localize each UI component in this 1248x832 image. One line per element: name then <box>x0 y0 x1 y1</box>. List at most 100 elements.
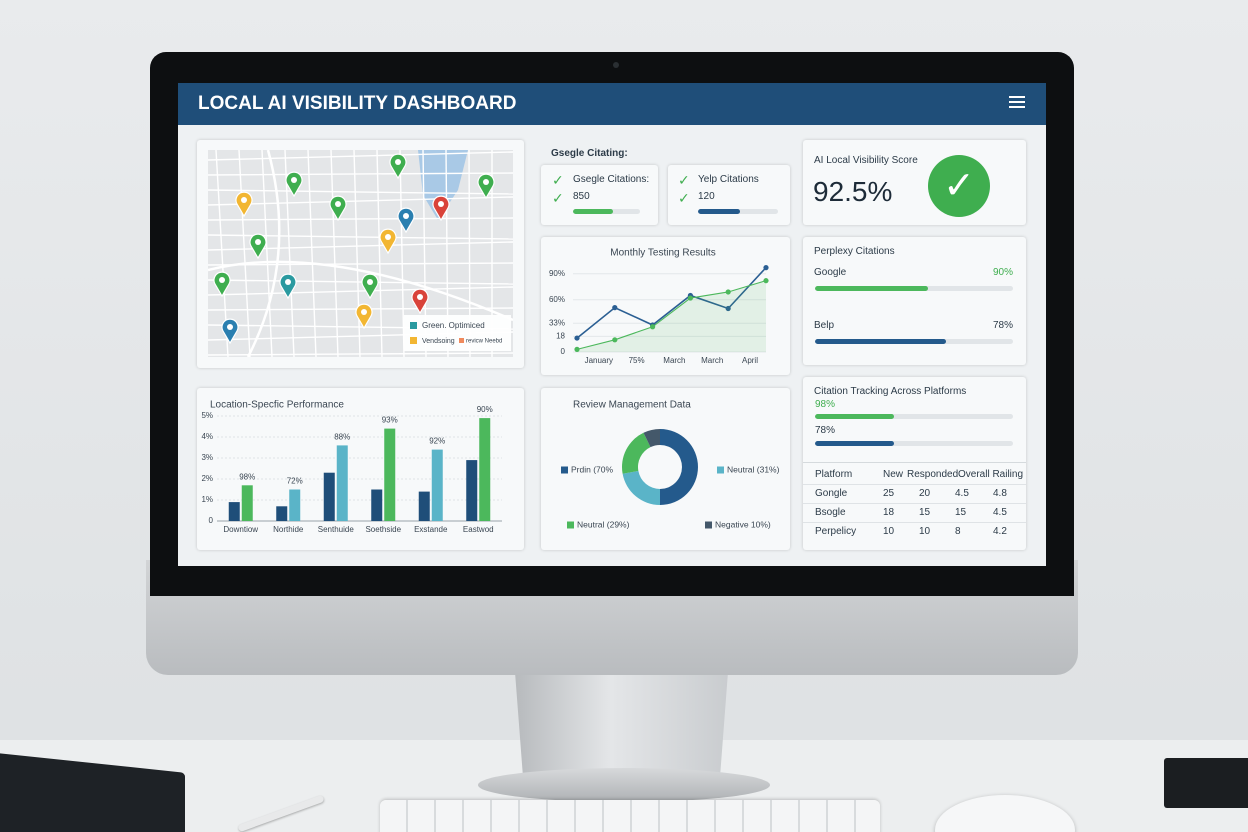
road <box>399 150 405 357</box>
point <box>574 335 580 341</box>
bar <box>466 460 478 521</box>
point <box>763 278 769 284</box>
citation-card <box>668 165 790 225</box>
table-cell: 25 <box>883 488 895 499</box>
bar <box>384 428 396 521</box>
platform-label: Google <box>814 267 847 278</box>
legend-swatch <box>459 338 464 343</box>
road <box>208 172 513 176</box>
table-cell: 20 <box>919 488 931 499</box>
menu-button[interactable] <box>1009 96 1025 110</box>
x-tick-label: 75% <box>629 356 645 365</box>
point <box>650 324 656 330</box>
road <box>208 286 513 296</box>
check: ✓ <box>552 190 564 206</box>
road <box>261 150 273 357</box>
bar <box>228 502 240 521</box>
progress-track <box>815 339 1013 344</box>
map-pin-dot <box>367 279 373 285</box>
platform-label: Belp <box>814 320 835 331</box>
pie-slice <box>622 432 651 474</box>
road <box>208 279 513 285</box>
bar <box>371 489 383 521</box>
map-pin <box>355 303 373 330</box>
progress-fill <box>698 209 741 214</box>
annotation: 93% <box>382 416 398 425</box>
y-tick-label: 60% <box>549 295 565 304</box>
citation-label: Yelp Citations <box>698 174 759 185</box>
row-separator <box>803 503 1026 504</box>
lake <box>418 150 468 220</box>
legend-label: Neutral (29%) <box>577 519 630 529</box>
road <box>307 150 317 357</box>
platform-value: 90% <box>993 267 1014 278</box>
map-pin-dot <box>227 324 233 330</box>
progress-fill <box>573 209 614 214</box>
roads <box>208 150 513 357</box>
x-tick-label: Eastwod <box>463 525 494 534</box>
map-legend <box>404 315 511 351</box>
check: ✓ <box>678 190 690 206</box>
annotation: 72% <box>287 477 303 486</box>
y-tick-label: 33% <box>549 318 565 327</box>
road <box>330 150 339 357</box>
tracking-value: 78% <box>815 425 836 436</box>
stand-base <box>478 768 770 802</box>
progress-track <box>573 209 640 214</box>
progress-fill <box>815 339 946 344</box>
table-cell: 15 <box>955 507 967 518</box>
progress-track <box>815 414 1013 419</box>
map-pin-dot <box>483 179 489 185</box>
map-pin <box>432 195 450 222</box>
progress-fill <box>815 286 928 291</box>
map-pin-dot <box>438 201 444 207</box>
score-value: 92.5% <box>813 176 893 207</box>
row-separator <box>803 522 1026 523</box>
tracking-card <box>803 377 1026 550</box>
progress-track <box>815 286 1013 291</box>
x-tick-label: Northide <box>273 525 304 534</box>
legend-swatch <box>705 521 712 529</box>
pie-slice <box>622 470 660 505</box>
map-pin-dot <box>255 239 261 245</box>
bar <box>289 489 301 521</box>
bar <box>479 418 491 521</box>
road <box>208 151 513 161</box>
line-chart: Monthly Testing Results 90% 60% 33% 18 0 Janu… <box>549 248 769 365</box>
tracking-value: 98% <box>815 399 836 410</box>
legend-label: Neutral (31%) <box>727 464 780 474</box>
map: Green. Optimiced Vendsoing revicw Neebd <box>208 150 513 357</box>
table-cell: Bsogle <box>815 507 846 518</box>
area <box>577 280 766 352</box>
table-cell: 10 <box>919 526 931 537</box>
map-pin <box>411 288 429 315</box>
table-header: Overall Railing <box>958 469 1024 480</box>
chart-title: Location-Specfic Performance <box>210 400 344 411</box>
map-pin <box>329 195 347 222</box>
x-tick-label: Exstande <box>414 525 448 534</box>
map-pin-dot <box>291 177 297 183</box>
map-pin <box>213 271 231 298</box>
road <box>208 262 513 266</box>
annotation: 98% <box>239 472 255 481</box>
bar <box>431 449 443 521</box>
annotation: 90% <box>477 405 493 414</box>
table-cell: 15 <box>919 507 931 518</box>
header-bar <box>178 83 1046 125</box>
legend-swatch <box>717 466 724 474</box>
map-pin-dot <box>395 159 401 165</box>
y-tick-label: 2% <box>201 474 213 483</box>
y-tick-label: 18 <box>556 331 565 340</box>
chart-title: Monthly Testing Results <box>610 248 715 259</box>
table-cell: 18 <box>883 507 895 518</box>
annotation: 88% <box>334 433 350 442</box>
table-header: New <box>883 469 904 480</box>
keyboard <box>380 800 880 832</box>
bar <box>336 445 348 521</box>
line <box>576 280 767 350</box>
tracking-title: Citation Tracking Across Platforms <box>814 386 967 397</box>
point <box>725 305 731 312</box>
